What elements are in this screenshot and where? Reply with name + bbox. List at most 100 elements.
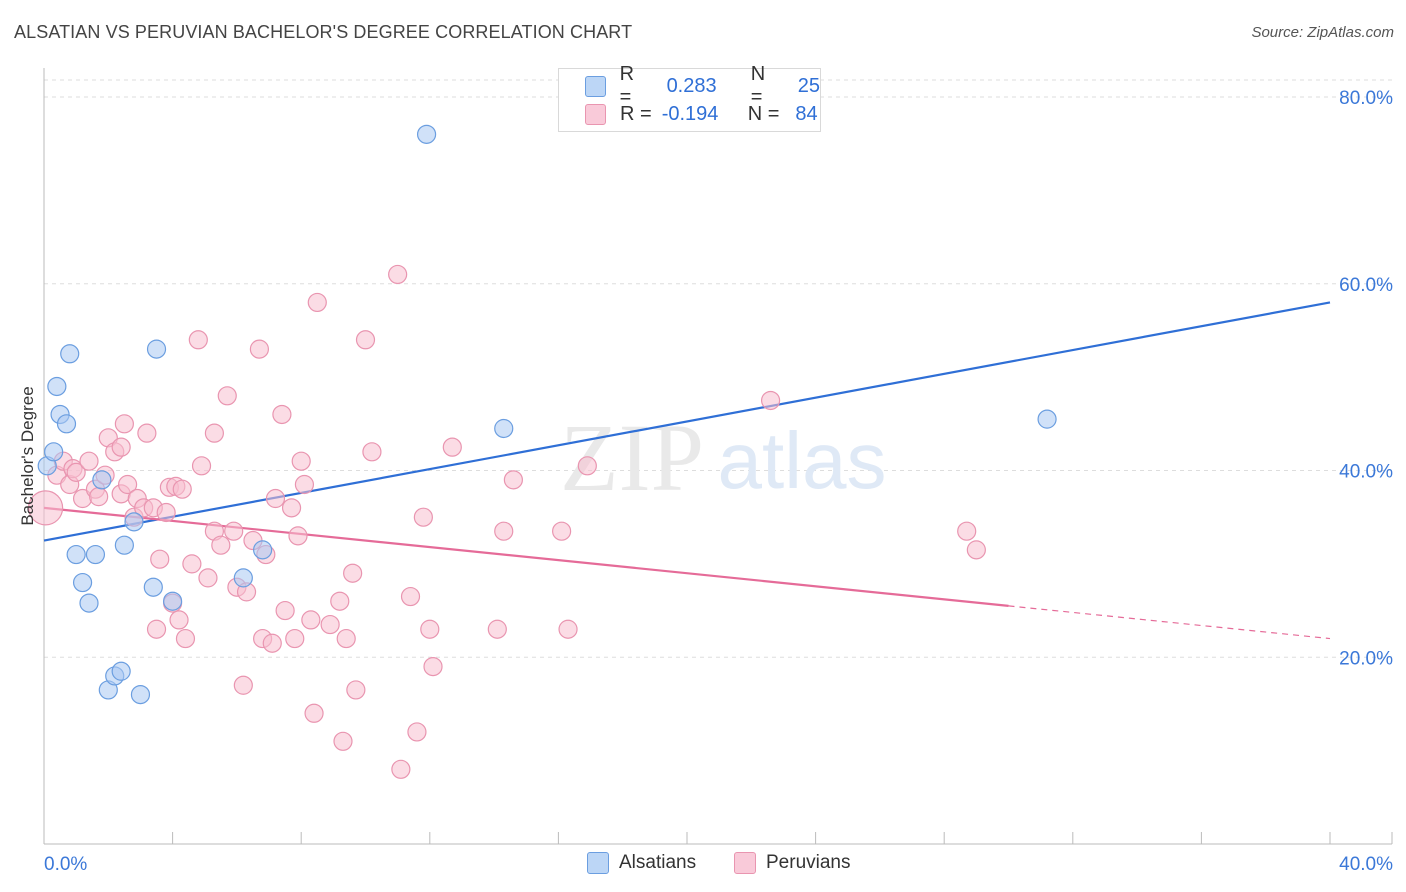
alsatian-point bbox=[60, 344, 80, 364]
tick-labels: 20.0% 40.0% 60.0% 80.0% 0.0% 40.0% bbox=[44, 88, 1393, 875]
peruvian-point bbox=[294, 474, 315, 495]
alsatian-point bbox=[124, 512, 144, 532]
x-tick-label: 0.0% bbox=[44, 854, 87, 875]
peruvian-point bbox=[172, 479, 192, 499]
peruvian-point bbox=[66, 462, 86, 482]
peruvians-swatch bbox=[585, 103, 606, 125]
peruvian-point bbox=[291, 451, 311, 471]
alsatians-legend-swatch bbox=[587, 852, 609, 874]
alsatian-point bbox=[416, 124, 437, 144]
peruvian-point bbox=[552, 521, 572, 541]
peruvian-point bbox=[966, 540, 986, 560]
peruvian-point bbox=[320, 614, 340, 635]
alsatian-point bbox=[146, 339, 167, 359]
alsatian-point bbox=[72, 572, 93, 593]
y-tick-label: 40.0% bbox=[1339, 462, 1393, 483]
peruvian-point bbox=[362, 442, 382, 462]
alsatian-point bbox=[130, 684, 151, 705]
peruvian-point bbox=[204, 423, 224, 443]
peruvian-point bbox=[577, 456, 597, 476]
watermark: ZIP atlas bbox=[560, 404, 886, 511]
peruvian-trend-extension bbox=[1008, 605, 1331, 640]
peruvian-point bbox=[217, 386, 237, 406]
peruvian-point bbox=[423, 656, 443, 677]
trend-lines bbox=[43, 301, 1331, 640]
alsatian-point bbox=[44, 442, 64, 462]
peruvian-point bbox=[355, 330, 376, 350]
peruvian-point bbox=[175, 628, 196, 649]
peruvian-point bbox=[288, 526, 308, 546]
peruvian-point bbox=[301, 610, 321, 630]
series-legend: Alsatians Peruvians bbox=[0, 852, 1406, 878]
alsatian-point bbox=[85, 544, 106, 565]
peruvian-point bbox=[957, 521, 977, 541]
peruvian-point bbox=[494, 521, 514, 541]
y-axis-label: Bachelor's Degree bbox=[18, 386, 37, 526]
r-value: -0.194 bbox=[661, 102, 719, 125]
peruvian-point bbox=[28, 490, 64, 526]
peruvian-point bbox=[413, 507, 433, 527]
peruvian-point bbox=[487, 619, 507, 639]
r-label: R = bbox=[619, 63, 635, 108]
alsatian-point bbox=[1037, 409, 1057, 429]
peruvian-point bbox=[89, 487, 109, 507]
peruvian-point bbox=[114, 414, 134, 434]
peruvians-legend-swatch bbox=[734, 852, 756, 874]
peruvian-point bbox=[137, 423, 157, 443]
peruvian-trend-line bbox=[43, 506, 1009, 607]
alsatian-point bbox=[92, 470, 112, 490]
peruvian-point bbox=[188, 330, 208, 350]
peruvian-point bbox=[150, 549, 170, 569]
x-tick-label: 40.0% bbox=[1339, 854, 1393, 875]
peruvian-point bbox=[111, 437, 131, 457]
watermark-zip: ZIP bbox=[560, 404, 704, 511]
alsatian-point bbox=[66, 544, 86, 565]
peruvian-point bbox=[503, 470, 523, 490]
alsatian-point bbox=[114, 535, 134, 555]
alsatians-legend-label: Alsatians bbox=[619, 852, 697, 873]
watermark-atlas: atlas bbox=[718, 416, 887, 505]
peruvian-point bbox=[262, 633, 282, 653]
peruvian-point bbox=[333, 731, 353, 751]
peruvian-point bbox=[442, 437, 462, 457]
stats-row-peruvians: R = -0.194 N = 84 bbox=[585, 102, 818, 126]
n-label: N = bbox=[747, 102, 780, 125]
peruvian-point bbox=[407, 722, 427, 742]
peruvian-point bbox=[182, 554, 202, 574]
peruvian-point bbox=[343, 563, 363, 583]
source-label: Source: ZipAtlas.com bbox=[1251, 24, 1394, 41]
peruvian-point bbox=[346, 680, 366, 700]
legend-item-peruvians[interactable]: Peruvians bbox=[734, 852, 851, 874]
n-label: N = bbox=[750, 63, 766, 108]
peruvian-point bbox=[79, 451, 99, 471]
axes bbox=[43, 68, 1393, 845]
legend-item-alsatians[interactable]: Alsatians bbox=[587, 852, 696, 874]
peruvian-point bbox=[281, 498, 302, 518]
peruvian-point bbox=[146, 619, 167, 639]
peruvian-point bbox=[233, 675, 253, 695]
alsatian-point bbox=[233, 568, 253, 588]
peruvian-point bbox=[198, 568, 218, 588]
peruvian-point bbox=[400, 586, 421, 607]
stats-row-alsatians: R = 0.283 N = 25 bbox=[585, 63, 820, 108]
peruvian-point bbox=[336, 628, 356, 649]
peruvian-point bbox=[272, 404, 292, 425]
peruvian-point bbox=[117, 474, 138, 495]
alsatian-point bbox=[163, 591, 183, 611]
alsatian-point bbox=[143, 577, 163, 597]
alsatian-trend-line bbox=[43, 301, 1331, 542]
peruvian-point bbox=[265, 488, 286, 509]
stats-legend: R = 0.283 N = 25 R = -0.194 N = 84 bbox=[558, 63, 821, 132]
n-value: 25 bbox=[797, 74, 820, 97]
y-tick-label: 80.0% bbox=[1339, 88, 1393, 109]
chart-title: ALSATIAN VS PERUVIAN BACHELOR'S DEGREE C… bbox=[14, 22, 633, 42]
y-tick-label: 60.0% bbox=[1339, 275, 1393, 296]
peruvian-point bbox=[224, 521, 244, 541]
alsatians-swatch bbox=[585, 75, 606, 97]
peruvians-legend-label: Peruvians bbox=[766, 852, 851, 873]
peruvian-point bbox=[391, 759, 411, 779]
peruvian-point bbox=[191, 456, 212, 476]
peruvian-point bbox=[275, 600, 295, 621]
alsatian-point bbox=[47, 376, 67, 397]
